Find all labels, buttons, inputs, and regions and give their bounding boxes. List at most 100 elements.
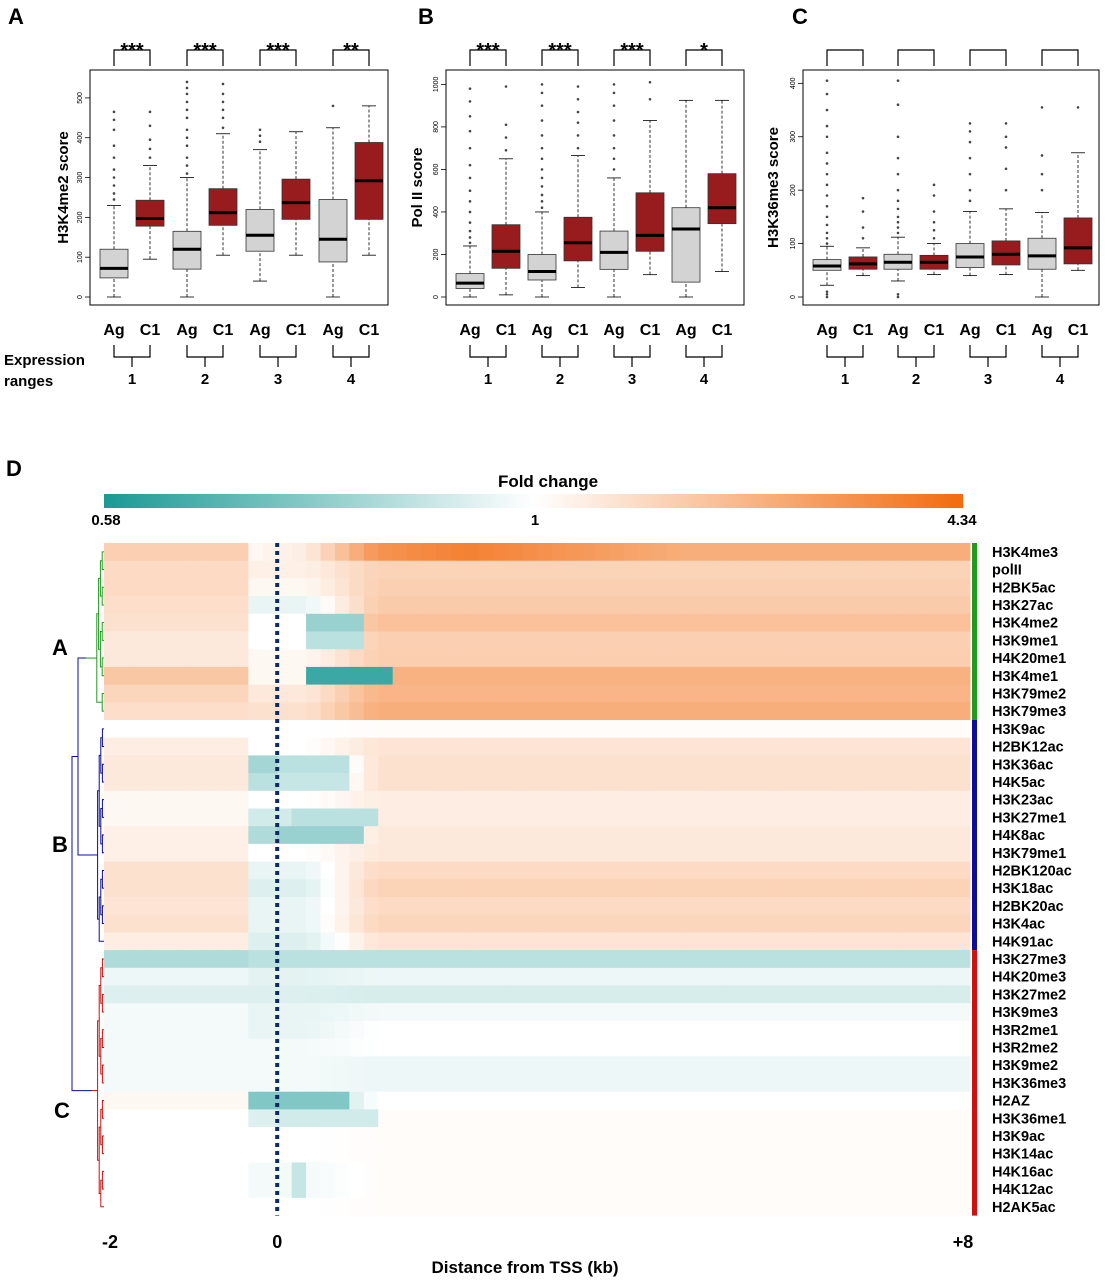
heatmap-cell [435, 560, 451, 579]
heatmap-cell [392, 649, 408, 668]
heatmap-cell [219, 1038, 235, 1057]
heatmap-cell [334, 613, 350, 632]
heatmap-cell [176, 985, 192, 1004]
group-label: C1 [853, 322, 874, 339]
box-body [1027, 237, 1057, 270]
heatmap-cell [378, 578, 394, 597]
heatmap-cell [277, 631, 293, 650]
heatmap-cell [378, 613, 394, 632]
heatmap-cell [493, 861, 509, 880]
heatmap-cell [767, 967, 783, 986]
group-label: Ag [887, 322, 908, 339]
heatmap-cell [349, 1127, 365, 1146]
heatmap-cell [349, 879, 365, 898]
significance-bracket [541, 49, 579, 66]
heatmap-cell [840, 649, 856, 668]
heatmap-cell [652, 932, 668, 951]
outlier-point [540, 157, 544, 161]
outlier-point [825, 290, 829, 293]
outlier-point [896, 103, 900, 107]
heatmap-cell [378, 773, 394, 792]
row-label: H3K9ac [992, 722, 1045, 738]
heatmap-cell [551, 967, 567, 986]
heatmap-cell [897, 684, 913, 703]
outlier-point [185, 116, 189, 120]
heatmap-cell [407, 1003, 423, 1022]
row-label: H3K79me2 [992, 686, 1066, 702]
heatmap-cell [796, 914, 812, 933]
outlier-point [540, 104, 544, 107]
outlier-point [468, 229, 472, 233]
heatmap-cell [464, 631, 480, 650]
dendrogram [71, 551, 104, 1208]
heatmap-cell [868, 790, 884, 809]
heatmap-cell [594, 720, 610, 739]
heatmap-cell [840, 1127, 856, 1146]
outlier-point [825, 293, 829, 296]
heatmap-cell [262, 560, 278, 579]
heatmap-cell [205, 1144, 220, 1163]
heatmap-cell [739, 1144, 754, 1163]
heatmap-cell [623, 613, 639, 632]
heatmap-cell [638, 1127, 653, 1146]
dendrogram-branch [101, 834, 104, 854]
outlier-point [932, 183, 936, 187]
heatmap-cell [883, 843, 899, 863]
heatmap-cell [652, 879, 668, 898]
heatmap-cell [104, 1074, 119, 1093]
heatmap-cell [666, 790, 682, 809]
heatmap-cell [681, 1197, 697, 1217]
heatmap-cell [695, 985, 711, 1004]
heatmap-cell [594, 897, 610, 916]
heatmap-cell [710, 808, 726, 827]
heatmap-cell [132, 985, 148, 1004]
heatmap-cell [464, 649, 480, 668]
heatmap-cell [753, 578, 769, 597]
significance-bracket [897, 49, 935, 66]
heatmap-cell [912, 543, 928, 562]
heatmap-cell [349, 1180, 365, 1199]
heatmap-cell [710, 773, 726, 792]
heatmap-cell [883, 808, 899, 827]
heatmap-cell [161, 1091, 177, 1110]
heatmap-cell [248, 631, 264, 650]
heatmap-cell [205, 950, 220, 969]
heatmap-cell [320, 808, 336, 827]
heatmap-cell [104, 666, 119, 686]
heatmap-cell [262, 543, 278, 562]
heatmap-cell [176, 596, 192, 615]
heatmap-cell [161, 1038, 177, 1057]
heatmap-cell [161, 1003, 177, 1022]
heatmap-cell [479, 578, 495, 597]
outlier-point [258, 134, 262, 138]
heatmap-cell [493, 702, 509, 721]
heatmap-cell [941, 1180, 957, 1199]
heatmap-cell [638, 1038, 653, 1057]
heatmap-cell [868, 649, 884, 668]
heatmap-cell [638, 1003, 653, 1022]
heatmap-cell [840, 613, 856, 632]
heatmap-cell [334, 914, 350, 933]
heatmap-cell [580, 737, 596, 756]
heatmap-cell [450, 666, 466, 686]
cluster-label-a: A [52, 635, 68, 660]
y-tick-label: 800 [433, 121, 440, 133]
heatmap-cell [724, 826, 740, 845]
heatmap-cell [840, 790, 856, 809]
row-label: H2BK12ac [992, 740, 1064, 756]
heatmap-cell [897, 631, 913, 650]
heatmap-cell [666, 755, 682, 774]
heatmap-cell [464, 808, 480, 827]
heatmap-cell [407, 1074, 423, 1093]
heatmap-cell [147, 1038, 163, 1057]
heatmap-cell [277, 737, 293, 756]
heatmap-cell [565, 666, 581, 686]
outlier-point [576, 110, 580, 114]
outlier-point [968, 199, 972, 203]
heatmap-cell [767, 773, 783, 792]
heatmap-cell [248, 560, 264, 579]
heatmap-cell [176, 773, 192, 792]
heatmap-cell [666, 1038, 682, 1057]
heatmap-cell [464, 755, 480, 774]
